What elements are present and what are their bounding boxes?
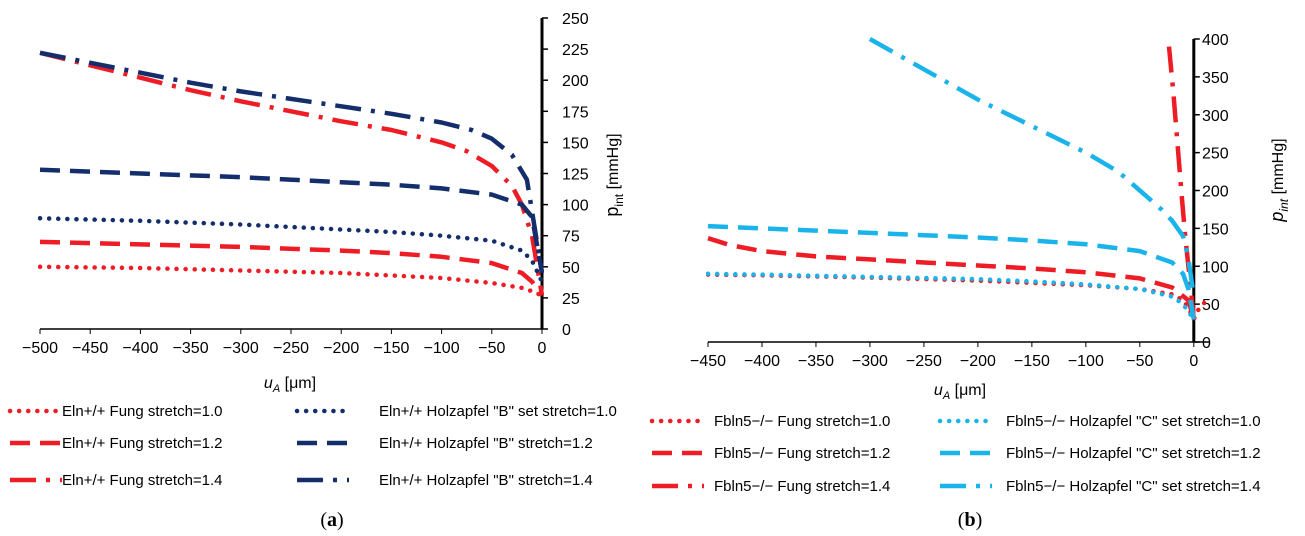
- series-line-6: [39, 50, 544, 274]
- y-tick-label: 200: [562, 73, 589, 90]
- x-tick-label: −350: [173, 340, 209, 357]
- x-axis-label: uA [μm]: [934, 382, 986, 402]
- series-line-2: [707, 236, 1196, 320]
- x-tick-label: −250: [906, 353, 942, 370]
- y-tick-label: 200: [1202, 184, 1229, 201]
- y-axis-label: pint [mmHg]: [602, 133, 626, 216]
- x-tick-label: −150: [1014, 353, 1050, 370]
- y-tick-label: 75: [562, 229, 580, 246]
- x-axis-label: uA [μm]: [264, 375, 316, 395]
- legend-label: Fbln5−/− Fung stretch=1.0: [714, 413, 890, 430]
- legend-label: Fbln5−/− Fung stretch=1.2: [714, 445, 890, 462]
- series-line-5: [707, 223, 1197, 320]
- legend-label: Fbln5−/− Holzapfel "C" set stretch=1.4: [1006, 478, 1261, 495]
- series-line-3: [39, 50, 544, 296]
- y-tick-label: 0: [562, 322, 571, 339]
- series-line-4: [706, 271, 1197, 322]
- y-tick-label: 150: [562, 135, 589, 152]
- legend-label: Eln+/+ Holzapfel "B" stretch=1.2: [379, 435, 593, 452]
- legend-label: Eln+/+ Holzapfel "B" set stretch=1.0: [379, 403, 617, 420]
- x-tick-label: −100: [424, 340, 460, 357]
- y-tick-label: 150: [1202, 221, 1229, 238]
- x-tick-label: −50: [478, 340, 505, 357]
- x-tick-label: −250: [273, 340, 309, 357]
- series-line-6: [868, 37, 1197, 297]
- x-tick-label: −300: [223, 340, 259, 357]
- x-tick-label: −400: [122, 340, 158, 357]
- x-tick-label: −450: [690, 353, 726, 370]
- y-tick-label: 50: [562, 260, 580, 277]
- series-line-2: [39, 239, 544, 297]
- y-tick-label: 100: [1202, 259, 1229, 276]
- y-tick-label: 175: [562, 104, 589, 121]
- series-line-1: [38, 264, 544, 299]
- legend-label: Fbln5−/− Fung stretch=1.4: [714, 478, 890, 495]
- series-line-3: [1166, 46, 1197, 320]
- x-tick-label: −200: [323, 340, 359, 357]
- y-tick-label: 50: [1202, 297, 1220, 314]
- y-tick-label: 225: [562, 42, 589, 59]
- series-line-4: [38, 216, 544, 284]
- y-tick-label: 125: [562, 167, 589, 184]
- y-tick-label: 25: [562, 291, 580, 308]
- x-tick-label: −200: [960, 353, 996, 370]
- x-tick-label: −300: [852, 353, 888, 370]
- x-tick-label: 0: [538, 340, 547, 357]
- x-tick-label: −100: [1068, 353, 1104, 370]
- series-line-5: [39, 167, 544, 274]
- y-tick-label: 350: [1202, 70, 1229, 87]
- legend-label: Fbln5−/− Holzapfel "C" set stretch=1.0: [1006, 413, 1261, 430]
- x-tick-label: −450: [72, 340, 108, 357]
- x-tick-label: −500: [22, 340, 58, 357]
- panel-label: (a): [320, 509, 343, 531]
- y-tick-label: 400: [1202, 32, 1229, 49]
- legend-label: Eln+/+ Holzapfel "B" stretch=1.4: [379, 472, 593, 489]
- legend-label: Fbln5−/− Holzapfel "C" set stretch=1.2: [1006, 445, 1261, 462]
- panel-label: (b): [958, 509, 982, 531]
- series-line-1: [706, 272, 1212, 322]
- x-tick-label: −400: [744, 353, 780, 370]
- y-tick-label: 250: [1202, 146, 1229, 163]
- y-tick-label: 300: [1202, 108, 1229, 125]
- x-tick-label: −350: [798, 353, 834, 370]
- legend-label: Eln+/+ Fung stretch=1.0: [62, 403, 223, 420]
- y-tick-label: 250: [562, 11, 589, 28]
- legend-label: Eln+/+ Fung stretch=1.4: [62, 472, 223, 489]
- x-tick-label: −150: [373, 340, 409, 357]
- y-tick-label: 100: [562, 198, 589, 215]
- x-tick-label: 0: [1189, 353, 1198, 370]
- legend-label: Eln+/+ Fung stretch=1.2: [62, 435, 223, 452]
- x-tick-label: −50: [1126, 353, 1153, 370]
- y-tick-label: 0: [1202, 335, 1211, 352]
- y-axis-label: pint [mmHg]: [1267, 138, 1291, 222]
